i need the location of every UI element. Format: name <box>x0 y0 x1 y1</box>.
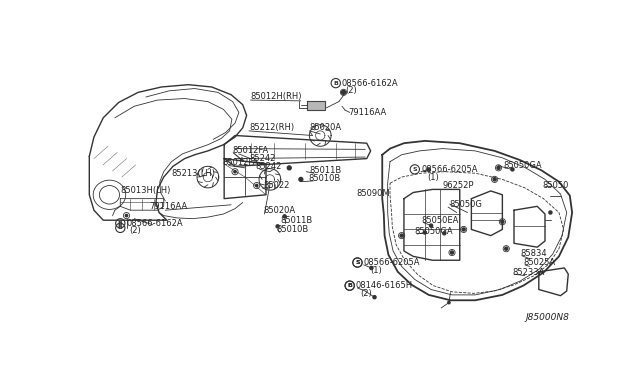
Text: 08566-6205A: 08566-6205A <box>421 165 477 174</box>
Text: J85000N8: J85000N8 <box>525 314 570 323</box>
Text: S: S <box>355 260 360 265</box>
Text: 85090M: 85090M <box>356 189 390 198</box>
Text: S: S <box>413 167 417 172</box>
Text: 85212(RH): 85212(RH) <box>249 123 294 132</box>
Circle shape <box>451 251 454 254</box>
Text: B: B <box>348 283 352 288</box>
Text: 08566-6162A: 08566-6162A <box>127 219 183 228</box>
Text: 85013H(LH): 85013H(LH) <box>120 186 171 195</box>
Circle shape <box>423 231 426 234</box>
Text: 85012H(RH): 85012H(RH) <box>250 93 302 102</box>
Text: 85022: 85022 <box>263 181 289 190</box>
Text: 85050EA: 85050EA <box>421 216 458 225</box>
Text: 85242: 85242 <box>255 162 282 171</box>
Circle shape <box>276 225 279 228</box>
Text: 85242: 85242 <box>249 154 275 163</box>
Text: 85213(LH): 85213(LH) <box>172 169 216 178</box>
Text: 85050: 85050 <box>542 181 568 190</box>
Text: S: S <box>355 260 360 265</box>
Circle shape <box>462 228 465 231</box>
Text: 85010B: 85010B <box>308 174 341 183</box>
Text: B: B <box>118 225 123 230</box>
Text: 85012FA: 85012FA <box>232 147 268 155</box>
Circle shape <box>299 177 303 181</box>
Circle shape <box>428 168 430 171</box>
Text: 85011B: 85011B <box>309 166 342 174</box>
Circle shape <box>493 178 496 181</box>
Text: 85020A: 85020A <box>263 206 295 215</box>
Circle shape <box>234 170 236 173</box>
Text: 85050GA: 85050GA <box>415 227 453 236</box>
Text: B: B <box>333 81 338 86</box>
Text: 08146-6165H: 08146-6165H <box>356 281 413 290</box>
Circle shape <box>125 214 127 217</box>
Circle shape <box>501 220 504 223</box>
Text: 85010B: 85010B <box>276 225 308 234</box>
Text: 08566-6162A: 08566-6162A <box>342 78 399 88</box>
Text: 96252P: 96252P <box>443 181 474 190</box>
Circle shape <box>283 215 286 218</box>
Text: 85050G: 85050G <box>449 199 482 209</box>
Text: 08566-6205A: 08566-6205A <box>364 258 420 267</box>
Circle shape <box>443 232 446 235</box>
Text: 85020A: 85020A <box>309 122 342 132</box>
Circle shape <box>497 166 500 169</box>
Text: 85011B: 85011B <box>280 216 312 225</box>
Text: 85025A: 85025A <box>524 258 556 267</box>
Circle shape <box>549 211 552 214</box>
Text: B: B <box>348 283 352 288</box>
Circle shape <box>373 296 376 299</box>
Text: (1): (1) <box>370 266 381 275</box>
Text: (1): (1) <box>428 173 439 182</box>
Circle shape <box>429 224 433 227</box>
Circle shape <box>511 168 514 171</box>
Text: 79116AA: 79116AA <box>150 202 188 211</box>
Circle shape <box>505 247 508 250</box>
Circle shape <box>400 234 403 237</box>
Text: (2): (2) <box>129 227 141 235</box>
Text: 85012FA: 85012FA <box>223 158 259 167</box>
Circle shape <box>370 266 373 269</box>
Circle shape <box>255 185 258 187</box>
Circle shape <box>287 166 291 170</box>
Text: (2): (2) <box>345 86 357 94</box>
Text: B: B <box>118 221 123 226</box>
Text: 85233A: 85233A <box>513 268 545 277</box>
Text: (2): (2) <box>360 289 372 298</box>
Circle shape <box>448 301 450 304</box>
Circle shape <box>342 90 346 94</box>
Text: 85050GA: 85050GA <box>503 161 542 170</box>
Text: 79116AA: 79116AA <box>348 108 387 117</box>
Text: 85834: 85834 <box>520 249 547 258</box>
Polygon shape <box>307 101 325 110</box>
